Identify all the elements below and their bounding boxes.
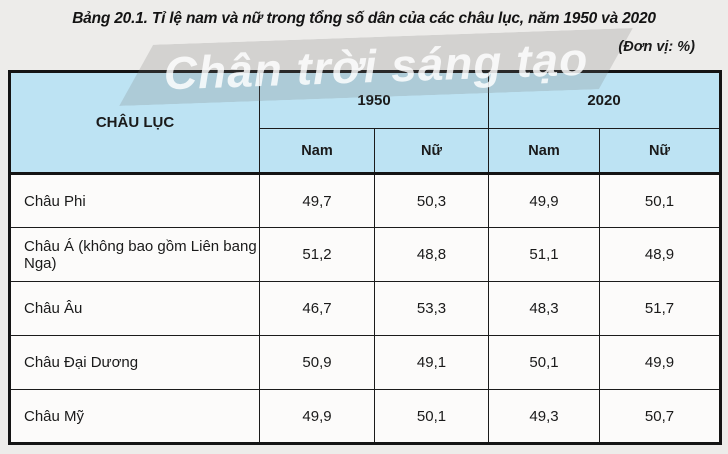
data-cell: 48,3 xyxy=(488,281,600,336)
data-cell: 49,9 xyxy=(259,389,375,444)
row-header: Châu Mỹ xyxy=(9,389,260,444)
table-row: Châu Mỹ 49,9 50,1 49,3 50,7 xyxy=(9,389,721,444)
column-header-year-1950: 1950 xyxy=(259,71,489,129)
column-header-male-1950: Nam xyxy=(259,128,375,175)
row-header: Châu Phi xyxy=(9,173,260,228)
data-cell: 49,9 xyxy=(599,335,721,390)
data-cell: 51,2 xyxy=(259,227,375,282)
header-row-years: CHÂU LỤC 1950 2020 xyxy=(9,71,721,175)
data-cell: 49,1 xyxy=(374,335,489,390)
table-row: Châu Phi 49,7 50,3 49,9 50,1 xyxy=(9,173,721,228)
data-cell: 49,9 xyxy=(488,173,600,228)
data-cell: 51,7 xyxy=(599,281,721,336)
data-cell: 51,1 xyxy=(488,227,600,282)
table-row: Châu Đại Dương 50,9 49,1 50,1 49,9 xyxy=(9,335,721,390)
row-header: Châu Đại Dương xyxy=(9,335,260,390)
header-row-sex: Nam Nữ Nam Nữ xyxy=(10,128,721,175)
column-header-female-2020: Nữ xyxy=(599,128,721,175)
data-cell: 50,3 xyxy=(374,173,489,228)
column-header-female-1950: Nữ xyxy=(374,128,489,175)
data-cell: 48,8 xyxy=(374,227,489,282)
population-sex-ratio-table: CHÂU LỤC 1950 2020 Nam Nữ Nam Nữ Châu Ph… xyxy=(8,70,722,445)
data-cell: 49,7 xyxy=(259,173,375,228)
table-row: Châu Á (không bao gồm Liên bang Nga) 51,… xyxy=(9,227,721,282)
data-cell: 50,7 xyxy=(599,389,721,444)
page-title: Bảng 20.1. Tỉ lệ nam và nữ trong tổng số… xyxy=(72,10,656,27)
data-cell: 50,9 xyxy=(259,335,375,390)
unit-label: (Đơn vị: %) xyxy=(618,39,695,55)
column-header-year-2020: 2020 xyxy=(488,71,721,129)
row-header: Châu Âu xyxy=(9,281,260,336)
row-header: Châu Á (không bao gồm Liên bang Nga) xyxy=(9,227,260,282)
data-cell: 50,1 xyxy=(374,389,489,444)
data-cell: 46,7 xyxy=(259,281,375,336)
data-cell: 53,3 xyxy=(374,281,489,336)
column-header-male-2020: Nam xyxy=(488,128,600,175)
column-header-continent: CHÂU LỤC xyxy=(9,71,260,175)
data-cell: 49,3 xyxy=(488,389,600,444)
data-cell: 48,9 xyxy=(599,227,721,282)
table-row: Châu Âu 46,7 53,3 48,3 51,7 xyxy=(9,281,721,336)
data-cell: 50,1 xyxy=(599,173,721,228)
data-cell: 50,1 xyxy=(488,335,600,390)
